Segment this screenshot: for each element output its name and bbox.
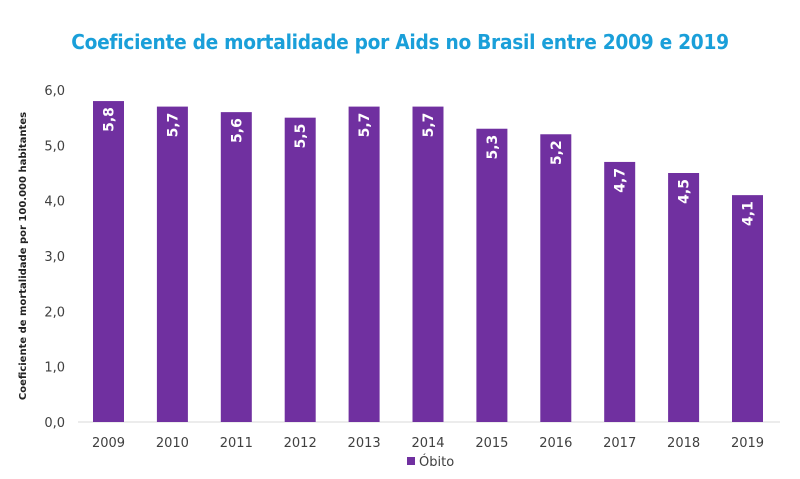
x-tick-label: 2012 <box>284 436 317 451</box>
legend-swatch-obito <box>407 457 415 465</box>
data-label-2013: 5,7 <box>357 113 373 138</box>
x-tick-label: 2017 <box>603 436 636 451</box>
data-label-2014: 5,7 <box>421 113 437 138</box>
data-label-2010: 5,7 <box>165 113 181 138</box>
bar-2013 <box>348 106 380 422</box>
x-tick-label: 2019 <box>731 436 764 451</box>
data-label-2017: 4,7 <box>613 168 629 193</box>
bar-2009 <box>93 101 124 423</box>
data-label-2019: 4,1 <box>741 201 757 226</box>
chart-title: Coeficiente de mortalidade por Aids no B… <box>71 30 729 54</box>
data-label-2012: 5,5 <box>293 124 309 149</box>
y-tick-label: 5,0 <box>44 139 65 154</box>
bar-2018 <box>668 173 700 422</box>
y-axis: 0,0 1,0 2,0 3,0 4,0 5,0 6,0 <box>44 84 65 431</box>
bar-2015 <box>476 128 508 422</box>
bar-2014 <box>412 106 444 422</box>
x-tick-label: 2014 <box>411 436 444 451</box>
x-axis: 2009 2010 2011 2012 2013 2014 2015 2016 2017 2018… <box>92 436 764 451</box>
x-tick-label: 2015 <box>475 436 508 451</box>
data-label-2015: 5,3 <box>485 135 501 160</box>
y-tick-label: 3,0 <box>44 250 65 265</box>
x-tick-label: 2013 <box>348 436 381 451</box>
legend: Óbito <box>407 454 454 470</box>
bar-2017 <box>604 161 636 422</box>
data-label-2011: 5,6 <box>229 118 245 143</box>
bar-2010 <box>156 106 188 422</box>
y-tick-label: 0,0 <box>44 416 65 431</box>
y-axis-label: Coeficiente de mortalidade por 100.000 h… <box>18 112 29 400</box>
x-tick-label: 2018 <box>667 436 700 451</box>
data-label-2016: 5,2 <box>549 140 565 165</box>
legend-label-obito: Óbito <box>419 454 454 470</box>
x-tick-label: 2011 <box>220 436 253 451</box>
data-label-2018: 4,5 <box>677 179 693 204</box>
x-tick-label: 2010 <box>156 436 189 451</box>
y-tick-label: 2,0 <box>44 305 65 320</box>
bar-2016 <box>540 134 572 422</box>
bar-2012 <box>284 117 316 423</box>
y-tick-label: 6,0 <box>44 84 65 99</box>
data-label-2009: 5,8 <box>102 107 118 132</box>
y-tick-label: 4,0 <box>44 195 65 210</box>
x-tick-label: 2009 <box>92 436 125 451</box>
y-tick-label: 1,0 <box>44 361 65 376</box>
bar-2011 <box>220 112 252 422</box>
bar-2019 <box>732 195 763 422</box>
bars: 5,8 5,7 5,6 5,5 5,7 5,7 5,3 5,2 4,7 4,5 4,1 <box>93 101 763 423</box>
x-tick-label: 2016 <box>539 436 572 451</box>
